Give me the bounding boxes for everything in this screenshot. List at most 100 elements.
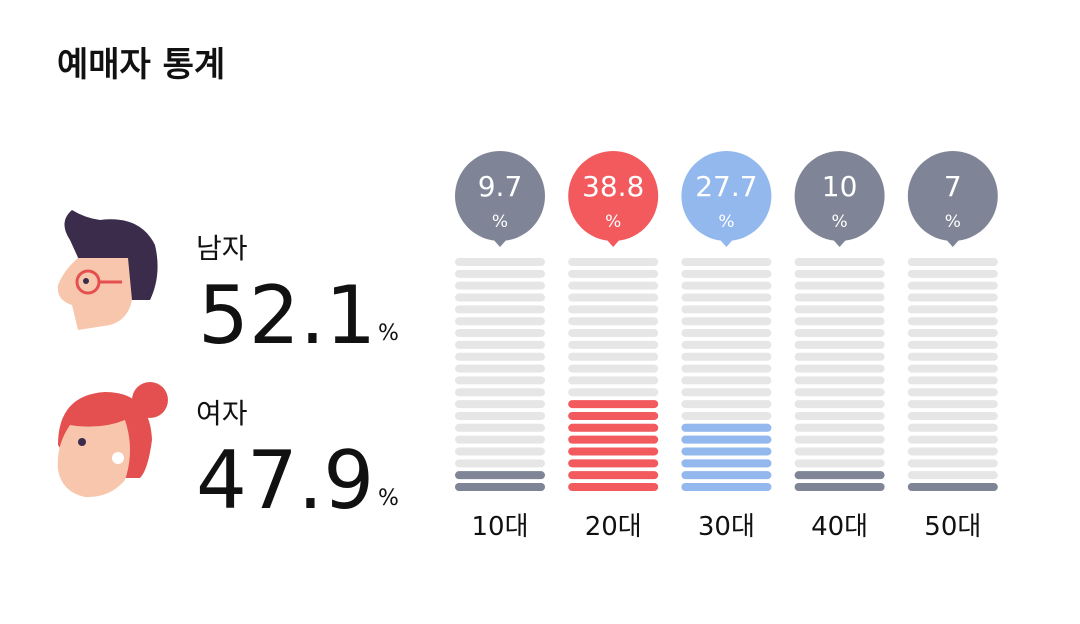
bar-track [568,340,659,349]
bar-track [907,411,998,420]
value-bubble [568,151,659,241]
bar-track [455,364,545,373]
bar-track [455,258,545,266]
bar-segment [568,483,659,491]
bar-segment [568,411,659,420]
bar-track [794,340,885,349]
bar-track [907,340,998,349]
value-bubble [455,151,545,241]
bar-segment [455,471,545,480]
bar-track [455,423,545,432]
bar-track [681,364,772,373]
value-bubble [681,151,772,241]
bar-track [455,435,545,444]
bar-track [681,281,772,290]
bar-track [907,376,998,385]
bar-segment [794,471,885,480]
bar-track [568,376,659,385]
bar-track [907,471,998,480]
bar-segment [681,471,772,480]
bar-segment [568,400,659,409]
bar-track [568,388,659,397]
bar-track [681,269,772,278]
bar-track [907,459,998,468]
bar-track [568,281,659,290]
bar-track [455,340,545,349]
x-tick-label: 50대 [924,512,981,542]
value-label: 38.8 [582,170,644,203]
gender-unit: % [378,321,399,346]
bar-track [681,352,772,361]
bar-track [794,258,885,266]
bar [907,483,998,491]
bar-track [455,447,545,456]
bar-segment [568,459,659,468]
bar-segment [907,483,998,491]
value-label: 9.7 [478,170,523,203]
bar-track [907,447,998,456]
bar-segment [794,483,885,491]
gender-label: 남자 [196,232,248,265]
bar-track [907,293,998,302]
gender-value: 52.1 [198,269,376,362]
bar-track [907,352,998,361]
bar-track [455,459,545,468]
bar-track [455,293,545,302]
bar-track [681,400,772,409]
bar-track [455,400,545,409]
bar-track [794,423,885,432]
bar-track [455,376,545,385]
bar-track [794,376,885,385]
bar-track [907,435,998,444]
bar-track [568,258,659,266]
bar-track [794,447,885,456]
value-label: 7 [944,170,962,203]
male-avatar [57,210,158,330]
bar-segment [681,435,772,444]
bar-track [455,352,545,361]
title: 예매자 통계 [57,45,225,85]
x-tick-label: 20대 [585,512,642,542]
bar-track [455,411,545,420]
bar-segment [568,435,659,444]
bar-segment [568,471,659,480]
bar-track [455,329,545,338]
bar-track [907,305,998,314]
bar-track [681,411,772,420]
bar-track [568,329,659,338]
bar-track [794,281,885,290]
value-unit: % [492,212,508,232]
bar-track [794,305,885,314]
bar-track [455,317,545,326]
bar-track [794,400,885,409]
bar [794,471,885,491]
value-label: 27.7 [695,170,757,203]
x-tick-label: 40대 [811,512,868,542]
value-bubble [794,151,885,241]
bar-segment [568,447,659,456]
bar-segment [568,423,659,432]
bar-track [794,411,885,420]
bar-segment [455,483,545,491]
bar-track [907,388,998,397]
bar-track [794,329,885,338]
bar-track [907,269,998,278]
bar-segment [681,483,772,491]
bar-track [455,269,545,278]
bar [568,400,659,491]
bar-track [681,293,772,302]
bar-track [455,388,545,397]
value-unit: % [945,212,961,232]
female-avatar [57,382,168,498]
bar-track [794,269,885,278]
bar-track [907,364,998,373]
bar-track [681,376,772,385]
gender-unit: % [378,486,399,511]
bar-track [568,352,659,361]
bar-track [907,317,998,326]
gender-value: 47.9 [196,434,374,527]
x-tick-label: 10대 [471,512,528,542]
bar-track [794,293,885,302]
value-label: 10 [822,170,858,203]
